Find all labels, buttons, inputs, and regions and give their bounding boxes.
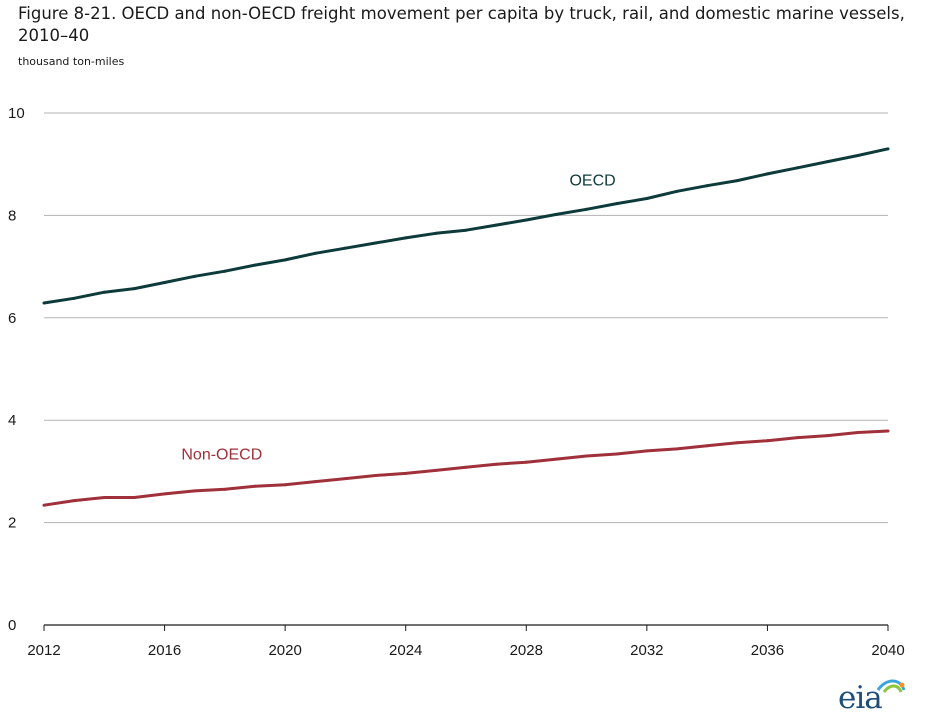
y-tick-label: 2 [8,515,16,532]
data-point-non-oecd [615,452,619,456]
data-point-oecd [374,241,378,245]
data-point-non-oecd [765,439,769,443]
data-point-non-oecd [42,503,46,507]
x-tick-label: 2032 [630,642,663,659]
data-point-non-oecd [374,473,378,477]
data-point-non-oecd [735,441,739,445]
y-tick-label: 6 [8,310,16,327]
data-point-non-oecd [585,454,589,458]
data-point-oecd [675,189,679,193]
data-point-oecd [193,274,197,278]
data-point-oecd [705,184,709,188]
logo-text: eia [838,680,883,716]
data-point-non-oecd [193,489,197,493]
data-point-oecd [735,179,739,183]
data-point-non-oecd [886,429,890,433]
x-tick-label: 2012 [27,642,60,659]
data-point-non-oecd [675,447,679,451]
data-point-oecd [464,228,468,232]
figure-title: Figure 8-21. OECD and non-OECD freight m… [18,4,905,45]
y-tick-label: 10 [8,105,25,122]
data-point-oecd [554,212,558,216]
data-point-oecd [494,223,498,227]
data-point-non-oecd [253,484,257,488]
data-point-non-oecd [645,449,649,453]
data-point-oecd [826,160,830,164]
data-point-non-oecd [72,499,76,503]
data-point-non-oecd [313,480,317,484]
x-tick-label: 2024 [389,642,422,659]
data-point-non-oecd [705,444,709,448]
plot-lines [42,147,890,507]
data-point-oecd [42,301,46,305]
eia-logo-icon [876,679,906,693]
y-tick-label: 0 [8,617,16,634]
x-tick-label: 2016 [148,642,181,659]
data-point-oecd [856,153,860,157]
data-point-oecd [72,296,76,300]
data-point-oecd [343,246,347,250]
data-point-non-oecd [223,487,227,491]
data-point-non-oecd [826,434,830,438]
data-point-oecd [253,263,257,267]
data-point-non-oecd [343,477,347,481]
data-point-non-oecd [132,496,136,500]
data-point-oecd [404,236,408,240]
data-point-non-oecd [163,492,167,496]
y-tick-label: 8 [8,207,16,224]
data-point-non-oecd [554,457,558,461]
data-point-oecd [615,202,619,206]
data-point-oecd [524,218,528,222]
x-tick-label: 2040 [871,642,904,659]
series-labels: OECD Non-OECD [181,172,615,463]
series-line-oecd [43,147,889,305]
data-point-non-oecd [434,468,438,472]
data-point-oecd [796,166,800,170]
data-point-non-oecd [494,462,498,466]
data-point-oecd [313,251,317,255]
data-point-non-oecd [464,465,468,469]
data-point-non-oecd [796,436,800,440]
units-label: thousand ton-miles [18,55,125,68]
data-point-non-oecd [102,496,106,500]
series-label-oecd: OECD [569,172,615,189]
data-point-oecd [585,207,589,211]
eia-logo: eia [838,676,908,716]
data-point-non-oecd [283,483,287,487]
x-tick-label: 2036 [751,642,784,659]
data-point-oecd [132,287,136,291]
data-point-oecd [645,197,649,201]
x-axis: 2012 2016 2020 2024 2028 2032 2036 2040 [27,624,905,659]
data-point-oecd [283,258,287,262]
data-point-non-oecd [856,430,860,434]
series-label-non-oecd: Non-OECD [181,446,262,463]
data-point-non-oecd [524,460,528,464]
data-point-oecd [434,231,438,235]
data-point-non-oecd [404,471,408,475]
data-point-oecd [886,147,890,151]
data-point-oecd [223,269,227,273]
y-axis: 0 2 4 6 8 10 [8,105,25,634]
data-point-oecd [163,280,167,284]
y-tick-label: 4 [8,412,16,429]
x-tick-label: 2020 [268,642,301,659]
x-tick-label: 2028 [510,642,543,659]
gridlines [44,112,888,524]
data-point-oecd [765,172,769,176]
data-point-oecd [102,290,106,294]
